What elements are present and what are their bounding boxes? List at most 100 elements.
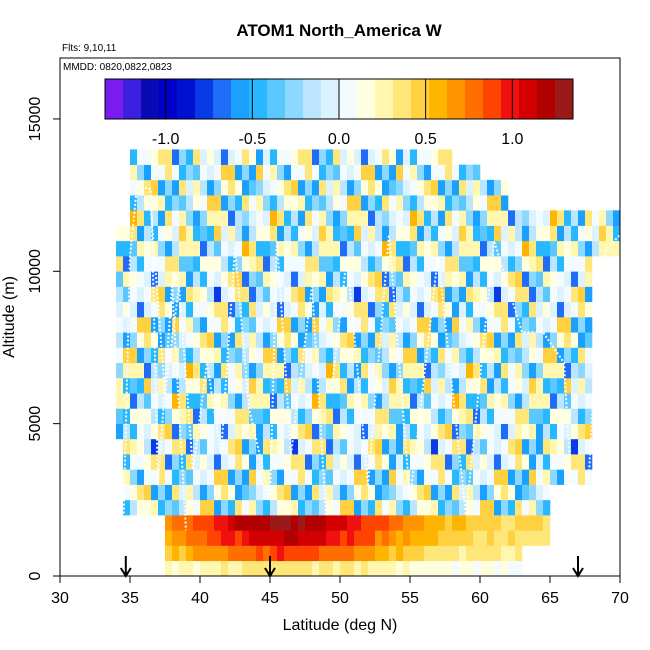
heatmap-cell [585, 317, 593, 333]
heatmap-cell [431, 256, 439, 272]
heatmap-cell [158, 332, 166, 348]
heatmap-cell [228, 454, 236, 470]
heatmap-cell [396, 515, 404, 531]
heatmap-cell [333, 408, 341, 424]
heatmap-cell [466, 164, 474, 181]
heatmap-cell [459, 347, 467, 364]
heatmap-cell [326, 454, 334, 470]
heatmap-cell [172, 286, 180, 303]
heatmap-cell [221, 210, 229, 226]
heatmap-cell [249, 317, 257, 333]
heatmap-cell [235, 499, 243, 516]
heatmap-cell [368, 256, 376, 272]
dates-note: MMDD: 0820,0822,0823 [63, 62, 172, 73]
colorbar-swatch [375, 79, 394, 119]
heatmap-cell [284, 530, 292, 546]
heatmap-cell [277, 210, 285, 226]
heatmap-cell [256, 515, 264, 531]
heatmap-cell [235, 271, 243, 287]
heatmap-cell [417, 195, 425, 211]
heatmap-cell [291, 332, 299, 348]
heatmap-cell [242, 408, 250, 424]
heatmap-cell [165, 438, 173, 455]
heatmap-cell [284, 317, 292, 333]
heatmap-cell [487, 469, 495, 485]
heatmap-cell [137, 210, 145, 226]
heatmap-cell [557, 301, 565, 318]
heatmap-cell [452, 545, 460, 562]
heatmap-cell [221, 362, 229, 379]
heatmap-cell [137, 301, 145, 318]
heatmap-cell [473, 499, 481, 516]
heatmap-cell [354, 179, 362, 196]
heatmap-cell [151, 256, 159, 272]
heatmap-cell [382, 530, 390, 546]
heatmap-cell [452, 164, 460, 181]
heatmap-cell [543, 377, 551, 394]
heatmap-cell [312, 301, 320, 318]
heatmap-cell [354, 256, 362, 272]
heatmap-cell [228, 332, 236, 348]
heatmap-cell [263, 210, 271, 226]
heatmap-cell [312, 393, 320, 409]
heatmap-cell [235, 286, 243, 303]
heatmap-cell [459, 179, 467, 196]
heatmap-cell [424, 149, 432, 165]
heatmap-cell [186, 469, 194, 485]
heatmap-cell [543, 454, 551, 470]
heatmap-cell [431, 195, 439, 211]
heatmap-cell [228, 469, 236, 485]
heatmap-cell [494, 423, 502, 440]
heatmap-cell [431, 225, 439, 242]
heatmap-cell [557, 377, 565, 394]
heatmap-cell [361, 195, 369, 211]
heatmap-cell [424, 317, 432, 333]
heatmap-cell [480, 301, 488, 318]
heatmap-cell [137, 499, 145, 516]
heatmap-cell [536, 393, 544, 409]
heatmap-cell [193, 530, 201, 546]
heatmap-cell [207, 484, 215, 501]
heatmap-cell [396, 332, 404, 348]
heatmap-cell [403, 530, 411, 546]
heatmap-cell [361, 149, 369, 165]
heatmap-cell [263, 545, 271, 562]
heatmap-cell [417, 240, 425, 257]
heatmap-cell [319, 301, 327, 318]
heatmap-cell [214, 515, 222, 531]
heatmap-cell [200, 332, 208, 348]
heatmap-cell [543, 240, 551, 257]
heatmap-cell [431, 347, 439, 364]
heatmap-cell [585, 438, 593, 455]
heatmap-cell [543, 256, 551, 272]
heatmap-cell [396, 271, 404, 287]
heatmap-cell [459, 454, 467, 470]
heatmap-cell [564, 377, 572, 394]
heatmap-cell [529, 377, 537, 394]
heatmap-cell [270, 240, 278, 257]
heatmap-cell [340, 317, 348, 333]
heatmap-cell [522, 286, 530, 303]
heatmap-cell [347, 179, 355, 196]
heatmap-cell [312, 149, 320, 165]
heatmap-cell [445, 195, 453, 211]
heatmap-cell [242, 225, 250, 242]
heatmap-cell [326, 545, 334, 562]
heatmap-cell [466, 240, 474, 257]
heatmap-cell [179, 362, 187, 379]
heatmap-cell [256, 210, 264, 226]
heatmap-cell [557, 362, 565, 379]
heatmap-cell [494, 469, 502, 485]
heatmap-cell [284, 347, 292, 364]
heatmap-cell [235, 362, 243, 379]
heatmap-cell [424, 362, 432, 379]
heatmap-cell [613, 240, 621, 257]
heatmap-cell [347, 393, 355, 409]
heatmap-cell [368, 332, 376, 348]
heatmap-cell [326, 195, 334, 211]
heatmap-cell [123, 301, 131, 318]
heatmap-cell [389, 256, 397, 272]
heatmap-cell [165, 210, 173, 226]
heatmap-cell [515, 545, 523, 562]
